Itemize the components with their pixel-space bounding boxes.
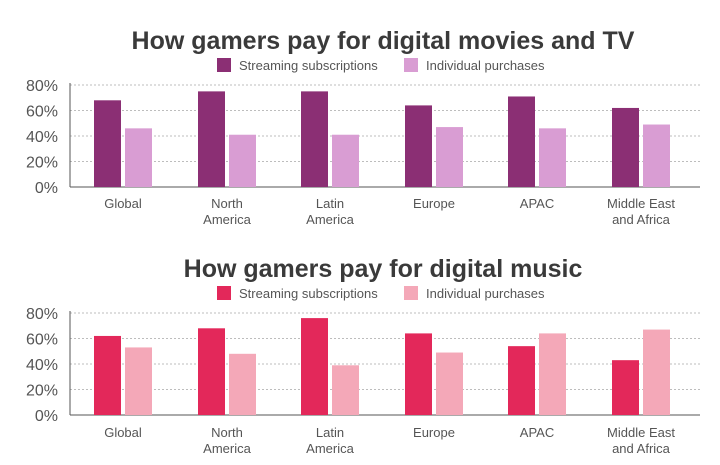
x-tick-label: Latin America: [306, 196, 354, 227]
legend-label: Streaming subscriptions: [239, 58, 378, 73]
legend-swatch: [404, 58, 418, 72]
bar: [332, 365, 359, 415]
x-tick-label: North America: [203, 425, 251, 456]
bar: [405, 333, 432, 415]
x-tick-label: Europe: [413, 425, 455, 440]
x-tick-label: Global: [104, 196, 142, 211]
bar: [125, 347, 152, 415]
y-tick-label: 20%: [26, 383, 58, 400]
bar: [539, 128, 566, 187]
legend-label: Individual purchases: [426, 286, 545, 301]
legend-swatch: [217, 58, 231, 72]
x-tick-label: Latin America: [306, 425, 354, 456]
y-tick-label: 0%: [35, 180, 58, 197]
y-tick-label: 60%: [26, 104, 58, 121]
y-tick-label: 40%: [26, 129, 58, 146]
bar: [643, 124, 670, 187]
bar: [198, 91, 225, 187]
bar: [436, 127, 463, 187]
legend-label: Individual purchases: [426, 58, 545, 73]
bar: [125, 128, 152, 187]
chart-music: How gamers pay for digital music Streamin…: [26, 255, 700, 456]
chart-title: How gamers pay for digital movies and TV: [132, 27, 635, 55]
y-tick-label: 80%: [26, 306, 58, 323]
x-tick-label: Middle East and Africa: [607, 425, 675, 456]
legend-swatch: [404, 286, 418, 300]
bar: [436, 352, 463, 415]
x-tick-label: APAC: [520, 196, 554, 211]
bar: [612, 107, 639, 187]
bar: [198, 328, 225, 415]
x-tick-label: Global: [104, 425, 142, 440]
y-tick-label: 60%: [26, 332, 58, 349]
chart-movies-tv: How gamers pay for digital movies and TV…: [26, 27, 700, 227]
y-tick-label: 40%: [26, 357, 58, 374]
bar: [539, 333, 566, 415]
y-tick-label: 20%: [26, 155, 58, 172]
bar: [94, 335, 121, 415]
bar: [301, 91, 328, 187]
bar: [301, 318, 328, 415]
y-tick-label: 80%: [26, 78, 58, 95]
x-tick-label: APAC: [520, 425, 554, 440]
chart-title: How gamers pay for digital music: [184, 255, 583, 283]
x-tick-label: Europe: [413, 196, 455, 211]
x-tick-label: North America: [203, 196, 251, 227]
bar: [405, 105, 432, 187]
bar: [508, 346, 535, 415]
legend-label: Streaming subscriptions: [239, 286, 378, 301]
x-tick-label: Middle East and Africa: [607, 196, 675, 227]
bar: [94, 100, 121, 187]
bar: [643, 329, 670, 415]
y-tick-label: 0%: [35, 408, 58, 425]
bar: [612, 360, 639, 415]
bar: [332, 134, 359, 187]
bar: [508, 96, 535, 187]
bar: [229, 353, 256, 415]
bar: [229, 134, 256, 187]
legend-swatch: [217, 286, 231, 300]
